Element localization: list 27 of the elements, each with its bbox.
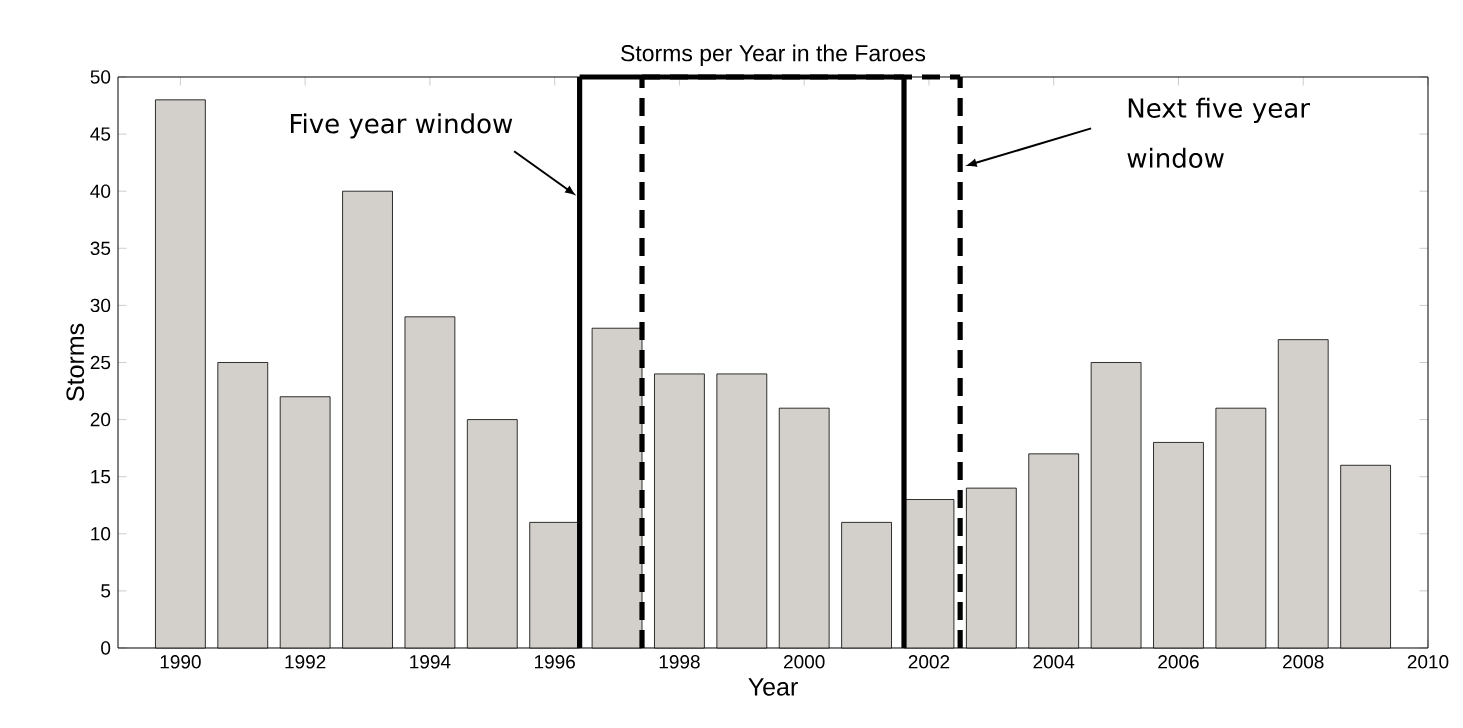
x-tick-label: 2008	[1283, 655, 1324, 669]
x-tick-label: 1990	[160, 655, 201, 669]
y-tick-label: 40	[90, 184, 111, 198]
x-tick-label: 1996	[534, 655, 575, 669]
y-axis-title: Storms	[66, 323, 85, 401]
y-tick-label: 30	[90, 298, 111, 313]
x-tick-label: 1992	[285, 655, 326, 669]
x-tick-label: 1994	[410, 655, 451, 669]
x-axis-title: Year	[748, 678, 798, 696]
x-tick-label: 1998	[659, 655, 700, 669]
y-tick-label: 35	[90, 241, 111, 256]
x-tick-label: 2002	[908, 655, 950, 669]
chart-title: Storms per Year in the Faroes	[621, 44, 926, 66]
annotation: Next five year window	[1127, 97, 1310, 168]
y-tick-label: 10	[91, 527, 111, 541]
y-tick-label: 0	[101, 641, 111, 655]
x-tick-label: 2010	[1407, 655, 1449, 669]
y-tick-label: 50	[90, 70, 111, 84]
x-tick-label: 2006	[1158, 655, 1199, 669]
y-tick-label: 45	[90, 127, 111, 141]
x-tick-label: 2000	[784, 655, 825, 669]
y-tick-label: 15	[91, 470, 111, 484]
y-tick-label: 5	[101, 584, 111, 598]
y-tick-label: 20	[90, 412, 111, 427]
y-tick-label: 25	[90, 355, 111, 370]
x-tick-label: 2004	[1033, 655, 1075, 669]
ref-line-label: Five year window	[290, 113, 513, 139]
